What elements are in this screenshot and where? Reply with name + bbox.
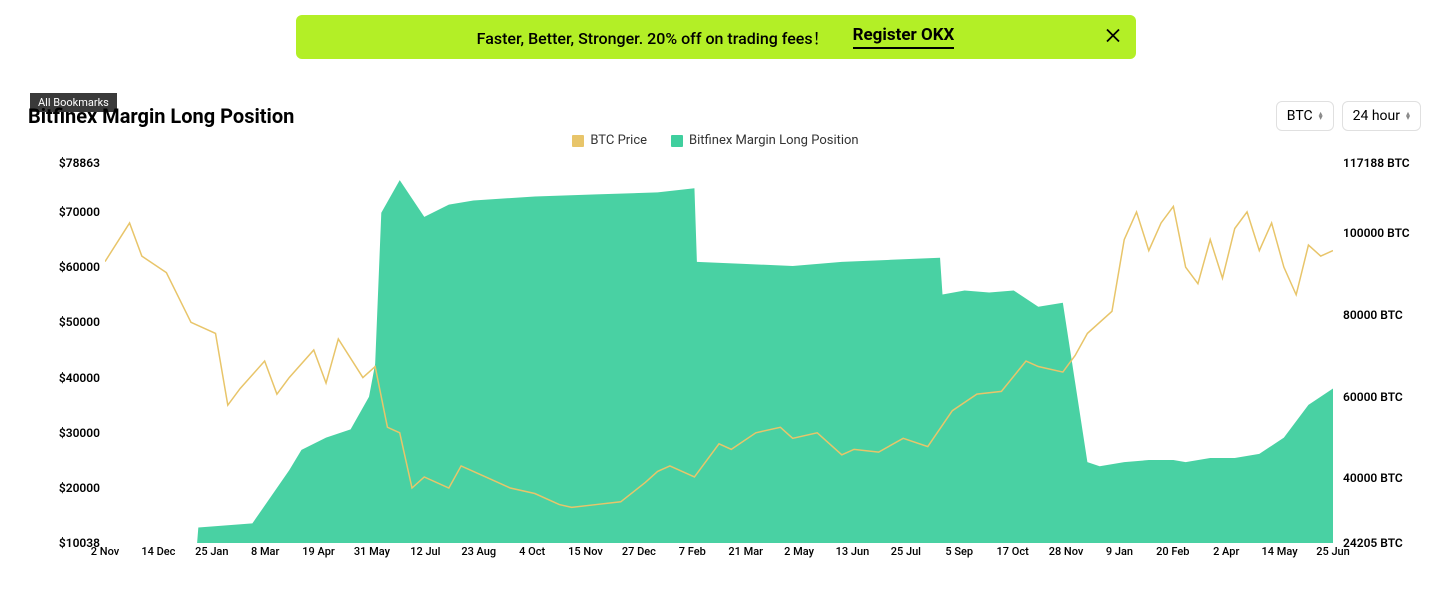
promo-banner: Faster, Better, Stronger. 20% off on tra… [296, 15, 1136, 59]
x-tick: 31 May [354, 545, 390, 558]
y-left-tick: $30000 [59, 426, 100, 440]
x-tick: 23 Aug [461, 545, 496, 558]
controls: BTC ▴▾ 24 hour ▴▾ [1276, 101, 1421, 131]
x-tick: 2 Nov [91, 545, 119, 558]
x-tick: 19 Apr [302, 545, 335, 558]
y-right-tick: 80000 BTC [1343, 308, 1403, 322]
asset-dropdown-label: BTC [1287, 108, 1313, 124]
swatch-icon [572, 135, 584, 147]
x-tick: 20 Feb [1156, 545, 1189, 558]
y-left-tick: $60000 [59, 260, 100, 274]
asset-dropdown[interactable]: BTC ▴▾ [1276, 101, 1334, 131]
x-tick: 27 Dec [622, 545, 656, 558]
x-tick: 7 Feb [679, 545, 706, 558]
y-right-tick: 24205 BTC [1343, 536, 1403, 550]
x-tick: 4 Oct [519, 545, 545, 558]
y-right-tick: 60000 BTC [1343, 390, 1403, 404]
x-tick: 21 Mar [728, 545, 763, 558]
y-left-tick: $78863 [59, 156, 100, 170]
chart: $78863$70000$60000$50000$40000$30000$200… [45, 163, 1423, 563]
legend-item-price: BTC Price [572, 133, 647, 148]
x-tick: 2 Apr [1213, 545, 1239, 558]
timeframe-dropdown[interactable]: 24 hour ▴▾ [1342, 101, 1421, 131]
header-row: Bitfinex Margin Long Position BTC ▴▾ 24 … [28, 101, 1421, 131]
y-right-tick: 100000 BTC [1343, 226, 1410, 240]
x-tick: 25 Jun [1316, 545, 1350, 558]
close-icon[interactable] [1106, 28, 1120, 47]
x-tick: 2 May [784, 545, 814, 558]
y-left-tick: $70000 [59, 205, 100, 219]
x-tick: 13 Jun [836, 545, 870, 558]
legend-label: BTC Price [590, 133, 647, 148]
x-tick: 8 Mar [251, 545, 279, 558]
y-left-tick: $20000 [59, 481, 100, 495]
x-tick: 12 Jul [410, 545, 440, 558]
y-left-tick: $40000 [59, 371, 100, 385]
x-tick: 28 Nov [1049, 545, 1084, 558]
x-axis: 2 Nov14 Dec25 Jan8 Mar19 Apr31 May12 Jul… [105, 545, 1333, 563]
chevron-updown-icon: ▴▾ [1406, 112, 1410, 120]
x-tick: 14 May [1262, 545, 1298, 558]
x-tick: 15 Nov [568, 545, 603, 558]
x-tick: 5 Sep [945, 545, 973, 558]
y-axis-left: $78863$70000$60000$50000$40000$30000$200… [45, 163, 100, 543]
chevron-updown-icon: ▴▾ [1319, 112, 1323, 120]
swatch-icon [671, 135, 683, 147]
banner-text: Faster, Better, Stronger. 20% off on tra… [477, 25, 829, 49]
plot-area [105, 163, 1333, 543]
timeframe-dropdown-label: 24 hour [1353, 108, 1400, 124]
y-right-tick: 40000 BTC [1343, 471, 1403, 485]
y-right-tick: 117188 BTC [1343, 156, 1410, 170]
legend-item-long: Bitfinex Margin Long Position [671, 133, 859, 148]
x-tick: 14 Dec [141, 545, 175, 558]
x-tick: 25 Jul [891, 545, 921, 558]
x-tick: 17 Oct [997, 545, 1029, 558]
y-axis-right: 117188 BTC100000 BTC80000 BTC60000 BTC40… [1343, 163, 1423, 543]
x-tick: 25 Jan [195, 545, 228, 558]
register-link[interactable]: Register OKX [853, 25, 955, 49]
y-left-tick: $50000 [59, 315, 100, 329]
x-tick: 9 Jan [1106, 545, 1133, 558]
legend-label: Bitfinex Margin Long Position [689, 133, 859, 148]
page-title: Bitfinex Margin Long Position [28, 104, 294, 128]
legend: BTC Price Bitfinex Margin Long Position [0, 133, 1431, 148]
